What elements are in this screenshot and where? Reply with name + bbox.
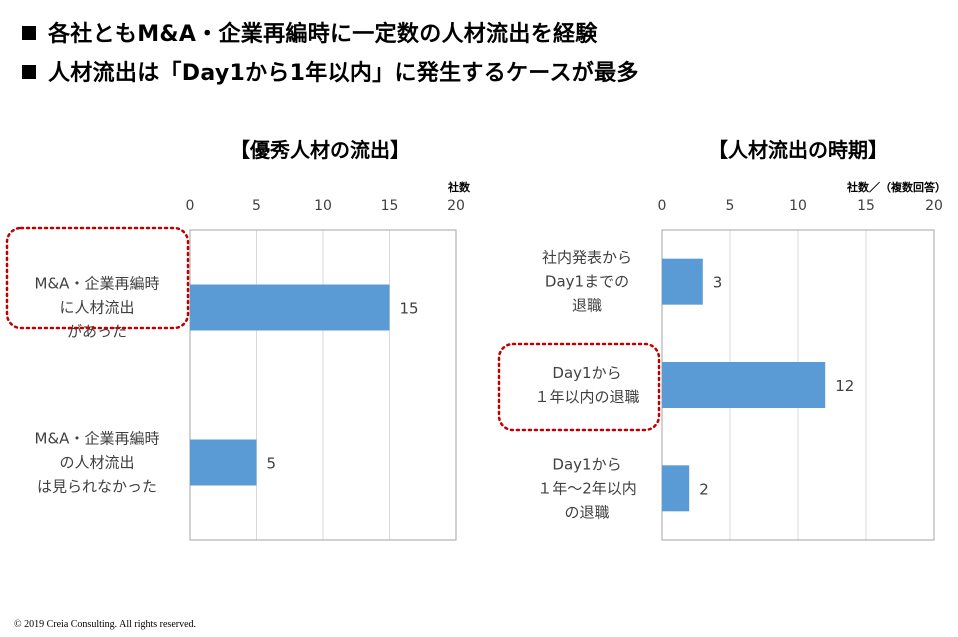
bullet-square-icon: [22, 26, 36, 40]
chart-left-unit-label: 社数: [447, 180, 471, 194]
category-label-line: Day1までの: [545, 273, 629, 291]
chart-left-bar: [190, 284, 390, 331]
headline-bullet-1: 各社ともM&A・企業再編時に一定数の人材流出を経験: [22, 16, 598, 48]
chart-right-tick-label: 20: [925, 198, 943, 214]
chart-right-bar: [662, 258, 703, 305]
headline-text-1: 各社ともM&A・企業再編時に一定数の人材流出を経験: [48, 22, 598, 47]
chart-left-plot-frame: [189, 229, 457, 541]
chart-right: 社数／（複数回答） 0 5 10 15 20 3 社内発表から Day1までの退職 12 Day1か…: [497, 180, 946, 541]
chart-right-data-label: 3: [713, 274, 723, 292]
category-label-line: 退職: [572, 297, 602, 315]
category-label-line: １年以内の退職: [534, 388, 639, 406]
chart-right-bar: [662, 362, 826, 408]
category-label-line: M&A・企業再編時: [35, 275, 160, 293]
chart-right-tick-label: 0: [658, 198, 667, 214]
category-label-line: １年～2年以内: [537, 479, 637, 497]
chart-left: 社数 0 5 10 15 20 15 M&A・企業再編時に人材流出があった 5 M&A・企業再編時…: [5, 180, 471, 541]
chart-left-highlight-box: [5, 226, 190, 330]
chart-right-data-label: 12: [835, 377, 854, 395]
chart-left-title: 【優秀人材の流出】: [230, 138, 410, 162]
category-label-line: があった: [67, 323, 127, 341]
chart-left-data-label: 5: [267, 455, 277, 473]
category-label-line: M&A・企業再編時: [35, 430, 160, 448]
chart-right-tick-label: 15: [857, 198, 875, 214]
bullet-square-icon: [22, 65, 36, 79]
category-label-line: は見られなかった: [37, 478, 157, 496]
headline-text-2: 人材流出は「Day1から1年以内」に発生するケースが最多: [48, 61, 639, 86]
chart-right-tick-label: 10: [789, 198, 807, 214]
chart-left-tick-label: 5: [252, 198, 261, 214]
chart-left-tick-label: 20: [447, 198, 465, 214]
chart-left-category-label: M&A・企業再編時の人材流出は見られなかった: [35, 430, 160, 496]
chart-left-category-label: M&A・企業再編時に人材流出があった: [35, 275, 160, 341]
chart-right-unit-label: 社数／（複数回答）: [846, 180, 946, 194]
copyright-footer: © 2019 Creia Consulting. All rights rese…: [14, 619, 197, 630]
chart-right-highlight-box: [497, 342, 661, 432]
chart-left-tick-label: 15: [381, 198, 399, 214]
category-label-line: の退職: [564, 503, 609, 521]
chart-right-tick-label: 5: [726, 198, 735, 214]
category-label-line: Day1から: [552, 455, 621, 473]
category-label-line: Day1から: [552, 364, 621, 382]
chart-left-bar: [190, 439, 257, 486]
chart-right-bar: [662, 465, 690, 512]
chart-left-tick-label: 10: [314, 198, 332, 214]
headline-bullet-2: 人材流出は「Day1から1年以内」に発生するケースが最多: [22, 55, 639, 87]
chart-left-tick-label: 0: [186, 198, 195, 214]
category-label-line: 社内発表から: [542, 249, 632, 267]
category-label-line: に人材流出: [59, 299, 134, 317]
chart-left-data-label: 15: [400, 300, 419, 318]
chart-right-data-label: 2: [699, 480, 709, 498]
chart-right-category-label: 社内発表から Day1までの退職: [542, 249, 632, 315]
chart-right-category-label: Day1から １年以内の退職: [534, 364, 639, 406]
chart-right-category-label: Day1から １年～2年以内の退職: [537, 455, 637, 521]
category-label-line: の人材流出: [59, 454, 134, 472]
chart-right-title: 【人材流出の時期】: [708, 138, 888, 162]
